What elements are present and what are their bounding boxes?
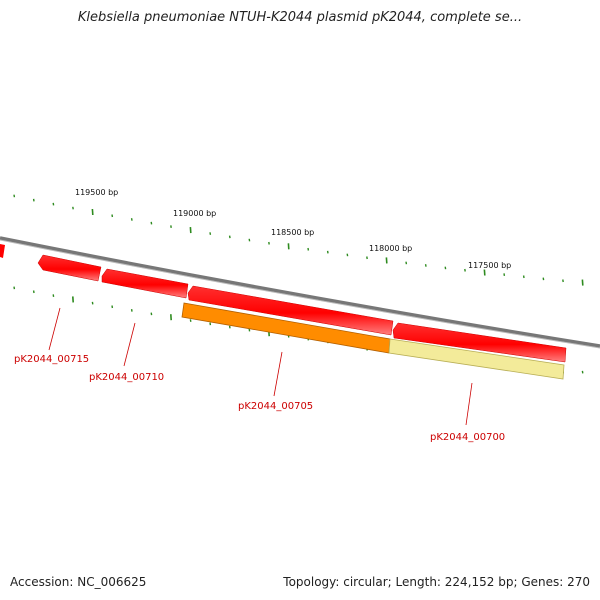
gene-label-pK2044_00710: pK2044_00710 [89, 372, 164, 383]
gene-label-pK2044_00700: pK2044_00700 [430, 432, 505, 443]
genome-summary-text: Topology: circular; Length: 224,152 bp; … [283, 575, 590, 589]
callout-line [273, 351, 283, 397]
callout-line [465, 382, 473, 426]
ruler-label: 118000 bp [369, 244, 412, 253]
map-title: Klebsiella pneumoniae NTUH-K2044 plasmid… [77, 10, 523, 25]
gene-label-pK2044_00715: pK2044_00715 [14, 354, 89, 365]
gene-arrow-partial[interactable] [0, 244, 5, 258]
outer-tick-ring [13, 194, 584, 286]
ruler-label: 119000 bp [173, 209, 216, 218]
gene-label-pK2044_00705: pK2044_00705 [238, 401, 313, 412]
gene-arrow-pK2044_00715[interactable] [37, 254, 102, 282]
gene-arrow-pK2044_00710[interactable] [101, 268, 189, 299]
gene-arrow-pK2044_00705[interactable] [187, 285, 394, 336]
callout-line [48, 307, 61, 351]
accession-text: Accession: NC_006625 [10, 575, 147, 589]
gene-arrow-pK2044_00700[interactable] [392, 322, 567, 363]
feature-bar-khaki[interactable] [388, 338, 565, 380]
ruler-label: 118500 bp [271, 228, 314, 237]
plasmid-backbone [0, 236, 600, 348]
ruler-label: 117500 bp [468, 261, 511, 270]
callout-line [123, 322, 136, 367]
ruler-label: 119500 bp [75, 188, 118, 197]
